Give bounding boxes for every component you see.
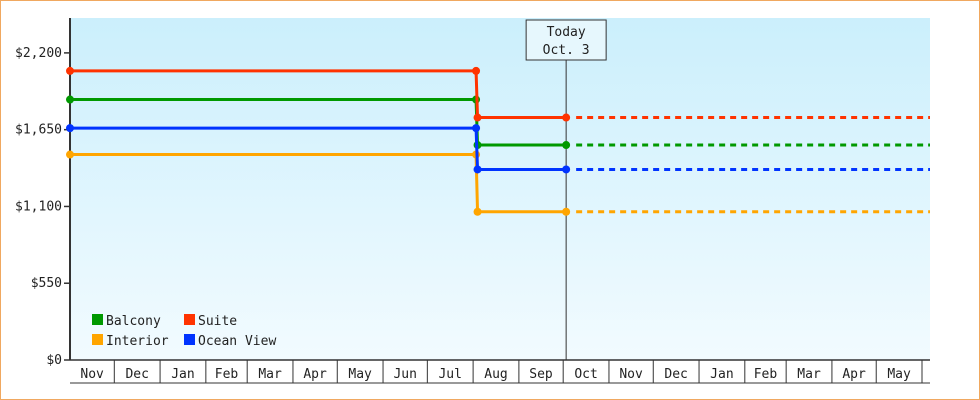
x-tick-label: Nov <box>80 367 104 382</box>
data-point <box>473 165 482 174</box>
x-tick-label: Nov <box>619 367 643 382</box>
x-tick-label: Jun <box>393 367 416 382</box>
data-point <box>562 165 571 174</box>
legend-swatch <box>92 334 103 345</box>
series-line-ocean-view <box>70 126 567 171</box>
today-date-label: Oct. 3 <box>543 43 590 58</box>
legend-label: Interior <box>106 334 169 349</box>
y-tick-label: $2,200 <box>15 46 62 61</box>
data-point <box>473 207 482 216</box>
x-tick-label: May <box>887 367 911 382</box>
data-point <box>562 207 571 216</box>
y-tick-label: $550 <box>31 276 62 291</box>
data-point <box>66 124 74 133</box>
x-tick-label: May <box>348 367 372 382</box>
x-tick-label: Jan <box>710 367 733 382</box>
today-label: Today <box>547 25 586 40</box>
plot-background <box>70 18 930 360</box>
x-tick-label: Mar <box>258 367 282 382</box>
x-tick-label: Aug <box>484 367 507 382</box>
legend-swatch <box>184 314 195 325</box>
x-tick-label: Jul <box>438 367 461 382</box>
series-line-interior <box>70 153 567 214</box>
x-tick-label: Sep <box>529 367 553 382</box>
series-line-balcony <box>70 98 567 147</box>
today-marker-box <box>525 19 607 61</box>
x-tick-label: Apr <box>303 367 327 382</box>
data-point <box>562 141 571 150</box>
y-tick-label: $1,650 <box>15 123 62 138</box>
data-point <box>66 66 74 75</box>
legend-swatch <box>92 314 103 325</box>
y-tick-label: $1,100 <box>15 199 62 214</box>
data-point <box>472 66 481 75</box>
data-point <box>562 113 571 122</box>
x-tick-label: Apr <box>842 367 866 382</box>
y-tick-label: $0 <box>46 353 62 368</box>
x-tick-label: Dec <box>664 367 687 382</box>
legend-label: Balcony <box>106 314 161 329</box>
data-point <box>66 95 74 104</box>
x-tick-label: Feb <box>754 367 778 382</box>
legend-label: Ocean View <box>198 334 276 349</box>
x-tick-label: Mar <box>797 367 821 382</box>
data-point <box>473 113 482 122</box>
data-point <box>472 124 481 133</box>
data-point <box>66 150 74 159</box>
series-line-suite <box>70 69 567 120</box>
x-tick-label: Feb <box>215 367 239 382</box>
legend-swatch <box>184 334 195 345</box>
x-tick-label: Dec <box>125 367 148 382</box>
legend-label: Suite <box>198 314 237 329</box>
x-tick-label: Jan <box>171 367 194 382</box>
x-tick-label: Oct <box>574 367 597 382</box>
